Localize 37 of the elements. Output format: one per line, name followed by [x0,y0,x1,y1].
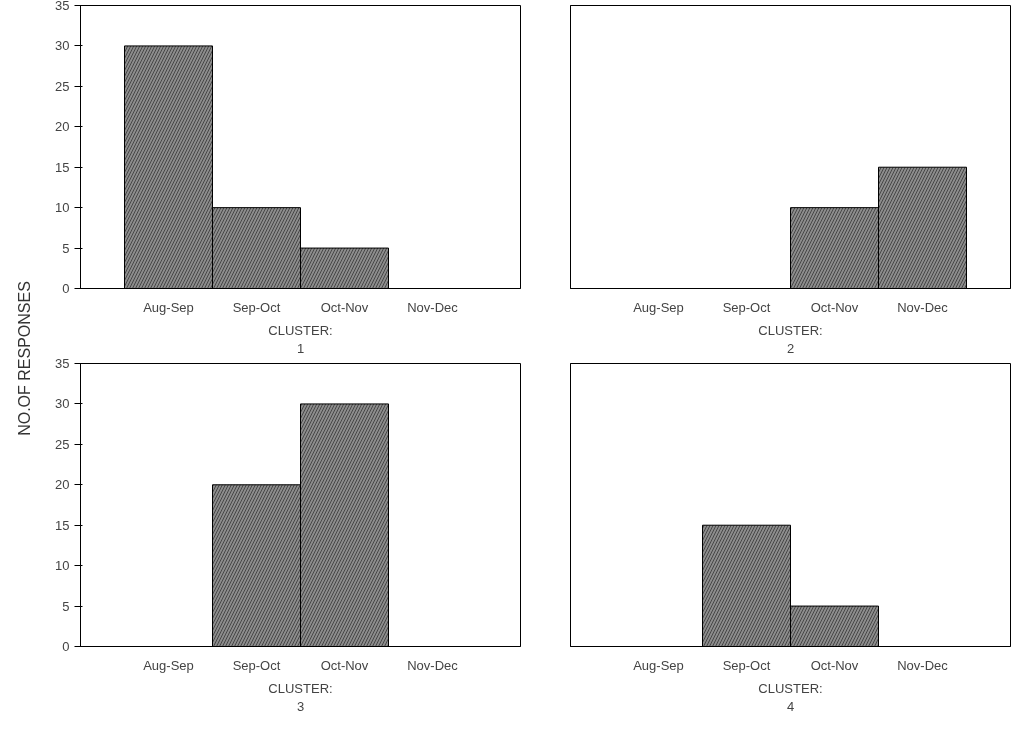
y-tick-label: 25 [55,78,70,94]
y-tick-label: 10 [55,558,70,574]
x-tick-label: Sep-Oct [232,657,281,673]
y-tick-label: 0 [62,281,70,296]
y-tick-label: 15 [55,159,70,175]
x-tick-label: Sep-Oct [232,299,281,315]
x-tick-label: Aug-Sep [143,299,194,315]
y-tick-label: 20 [55,119,70,135]
y-tick-label: 10 [55,200,70,216]
y-tick-label: 30 [55,38,70,54]
y-tick-label: 20 [55,477,70,493]
x-tick-label: Nov-Dec [897,299,949,315]
y-tick-label: 0 [62,639,70,654]
x-axis-title: CLUSTER: 3 [268,680,333,714]
y-axis-title: NO.OF RESPONSES [16,281,33,436]
x-tick-label: Aug-Sep [633,299,684,315]
x-tick-label: Oct-Nov [320,299,369,315]
x-tick-label: Nov-Dec [407,299,459,315]
y-tick-label: 25 [55,436,70,452]
x-tick-label: Sep-Oct [722,657,771,673]
y-tick-label: 5 [62,240,70,256]
x-tick-label: Nov-Dec [897,657,949,673]
x-tick-label: Oct-Nov [810,657,859,673]
x-axis-title: CLUSTER: 1 [268,322,333,356]
x-tick-label: Aug-Sep [143,657,194,673]
x-tick-label: Oct-Nov [810,299,859,315]
y-tick-label: 35 [55,356,70,371]
x-tick-label: Nov-Dec [407,657,459,673]
x-axis-title: CLUSTER: 2 [758,322,823,356]
x-tick-label: Sep-Oct [722,299,771,315]
y-tick-label: 5 [62,598,70,614]
x-axis-title: CLUSTER: 4 [758,680,823,714]
y-tick-label: 15 [55,517,70,533]
x-tick-label: Oct-Nov [320,657,369,673]
x-tick-label: Aug-Sep [633,657,684,673]
y-tick-label: 35 [55,0,70,13]
y-tick-label: 30 [55,396,70,412]
